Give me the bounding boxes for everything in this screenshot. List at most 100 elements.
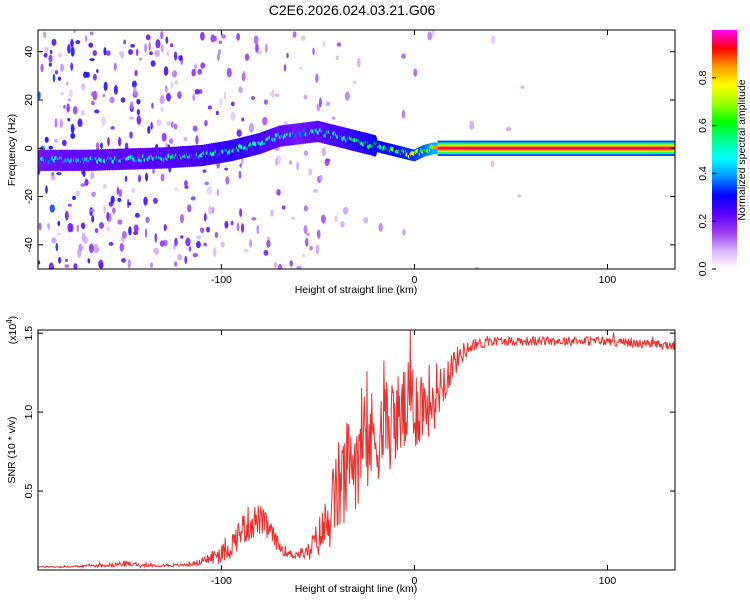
spectrogram-speckle <box>236 129 242 137</box>
spectrogram-speckle <box>344 91 350 101</box>
spectrogram-speckle <box>270 209 274 217</box>
spectrogram-speckle <box>220 241 225 248</box>
spectrogram-speckle <box>174 80 179 85</box>
spectrogram-speckle <box>164 84 168 93</box>
spectrogram-speckle <box>113 84 118 95</box>
spectrogram-speckle <box>274 261 277 269</box>
spectrogram-speckle <box>166 121 172 126</box>
spectrogram-speckle <box>73 263 78 269</box>
spectrogram-x-tick-label: 0 <box>411 274 417 286</box>
spectrogram-speckle <box>152 197 158 204</box>
spectrogram-speckle <box>239 208 243 218</box>
spectrogram-speckle <box>316 103 321 112</box>
spectrogram-speckle <box>427 31 432 41</box>
spectrogram-speckle <box>70 46 75 57</box>
spectrogram-speckle <box>54 70 59 75</box>
spectrogram-speckle <box>213 35 217 42</box>
spectrogram-speckle <box>256 224 260 235</box>
spectrogram-speckle <box>169 43 174 48</box>
spectrogram-speckle <box>59 118 63 129</box>
spectrogram-speckle <box>80 222 86 230</box>
spectrogram-speckle <box>309 245 313 251</box>
spectrogram-speckle <box>283 64 287 72</box>
spectrogram-speckle <box>63 104 66 109</box>
spectrogram-speckle <box>101 116 106 126</box>
spectrogram-speckle <box>70 123 75 134</box>
spectrogram-speckle <box>67 222 73 233</box>
spectrogram-speckle <box>93 243 99 254</box>
spectrogram-speckle <box>238 86 243 94</box>
spectrogram-speckle <box>57 52 63 58</box>
spectrogram-speckle <box>136 109 140 116</box>
spectrogram-speckle <box>249 239 252 248</box>
spectrogram-speckle <box>166 51 170 56</box>
spectrogram-speckle <box>192 252 198 258</box>
spectrogram-speckle <box>200 31 205 41</box>
spectrogram-ridge-core <box>433 145 438 150</box>
spectrogram-speckle <box>47 222 50 230</box>
spectrogram-speckle <box>77 118 83 127</box>
snr-x-tick-label: -100 <box>211 575 232 587</box>
spectrogram-speckle <box>271 89 275 99</box>
spectrogram-speckle <box>275 157 278 166</box>
spectrogram-speckle <box>204 181 210 186</box>
spectrogram-speckle <box>75 190 81 196</box>
spectrogram-speckle <box>224 220 229 229</box>
spectrogram-speckle <box>253 35 259 45</box>
spectrogram-speckle <box>89 58 95 62</box>
spectrogram-speckle <box>49 204 55 213</box>
spectrogram-speckle <box>118 189 123 197</box>
spectrogram-speckle <box>103 47 107 56</box>
spectrogram-speckle <box>48 62 52 67</box>
spectrogram-speckle <box>171 70 178 78</box>
spectrogram-speckle <box>44 136 49 143</box>
spectrogram-x-axis-label: Height of straight line (km) <box>295 284 418 296</box>
spectrogram-speckle <box>289 260 293 267</box>
spectrogram-speckle <box>103 81 108 92</box>
spectrogram-speckle <box>241 72 246 82</box>
colorbar-tick-label: 0.8 <box>697 70 709 85</box>
spectrogram-speckle <box>251 217 257 221</box>
spectrogram-speckle <box>72 195 76 201</box>
spectrogram-speckle <box>238 170 242 180</box>
spectrogram-speckle <box>520 85 525 89</box>
spectrogram-speckle <box>135 48 139 57</box>
spectrogram-speckle <box>312 47 315 56</box>
spectrogram-speckle <box>203 242 207 247</box>
spectrogram-y-tick-label: -20 <box>23 189 35 204</box>
spectrogram-speckle <box>105 50 111 56</box>
spectrogram-speckle <box>76 224 80 233</box>
spectrogram-speckle <box>491 35 496 44</box>
spectrogram-speckle <box>303 224 308 234</box>
spectrogram-speckle <box>192 93 196 101</box>
spectrogram-speckle <box>219 97 223 106</box>
spectrogram-y-ticks: -40 -20 0 20 40 <box>23 46 675 252</box>
spectrogram-speckle <box>48 262 54 269</box>
spectrogram-speckle <box>42 31 47 39</box>
spectrogram-speckle <box>184 180 188 187</box>
spectrogram-speckle <box>402 229 406 236</box>
spectrogram-speckle <box>55 242 59 252</box>
spectrogram-speckle <box>129 131 133 139</box>
spectrogram-speckle <box>70 38 74 48</box>
spectrogram-speckle <box>283 120 289 126</box>
spectrogram-speckle <box>296 161 299 171</box>
spectrogram-speckle <box>160 44 164 53</box>
spectrogram-speckle <box>96 69 99 73</box>
spectrogram-speckle <box>144 228 148 239</box>
colorbar-ticks: 0.0 0.2 0.4 0.6 0.8 <box>697 70 716 276</box>
spectrogram-speckle <box>274 93 280 97</box>
spectrogram-y-tick-label: -40 <box>23 237 35 252</box>
spectrogram-speckle <box>266 239 271 248</box>
spectrogram-speckle <box>325 101 331 107</box>
snr-x-tick-label: 0 <box>411 575 417 587</box>
spectrogram-speckle <box>177 254 182 261</box>
spectrogram-speckle <box>131 80 137 88</box>
spectrogram-speckle <box>324 158 330 167</box>
spectrogram-speckle <box>84 178 89 186</box>
snr-series-line <box>37 330 675 569</box>
spectrogram-speckle <box>98 222 105 229</box>
spectrogram-speckle <box>230 111 236 122</box>
spectrogram-speckle <box>177 91 182 100</box>
spectrogram-speckle <box>50 175 56 181</box>
